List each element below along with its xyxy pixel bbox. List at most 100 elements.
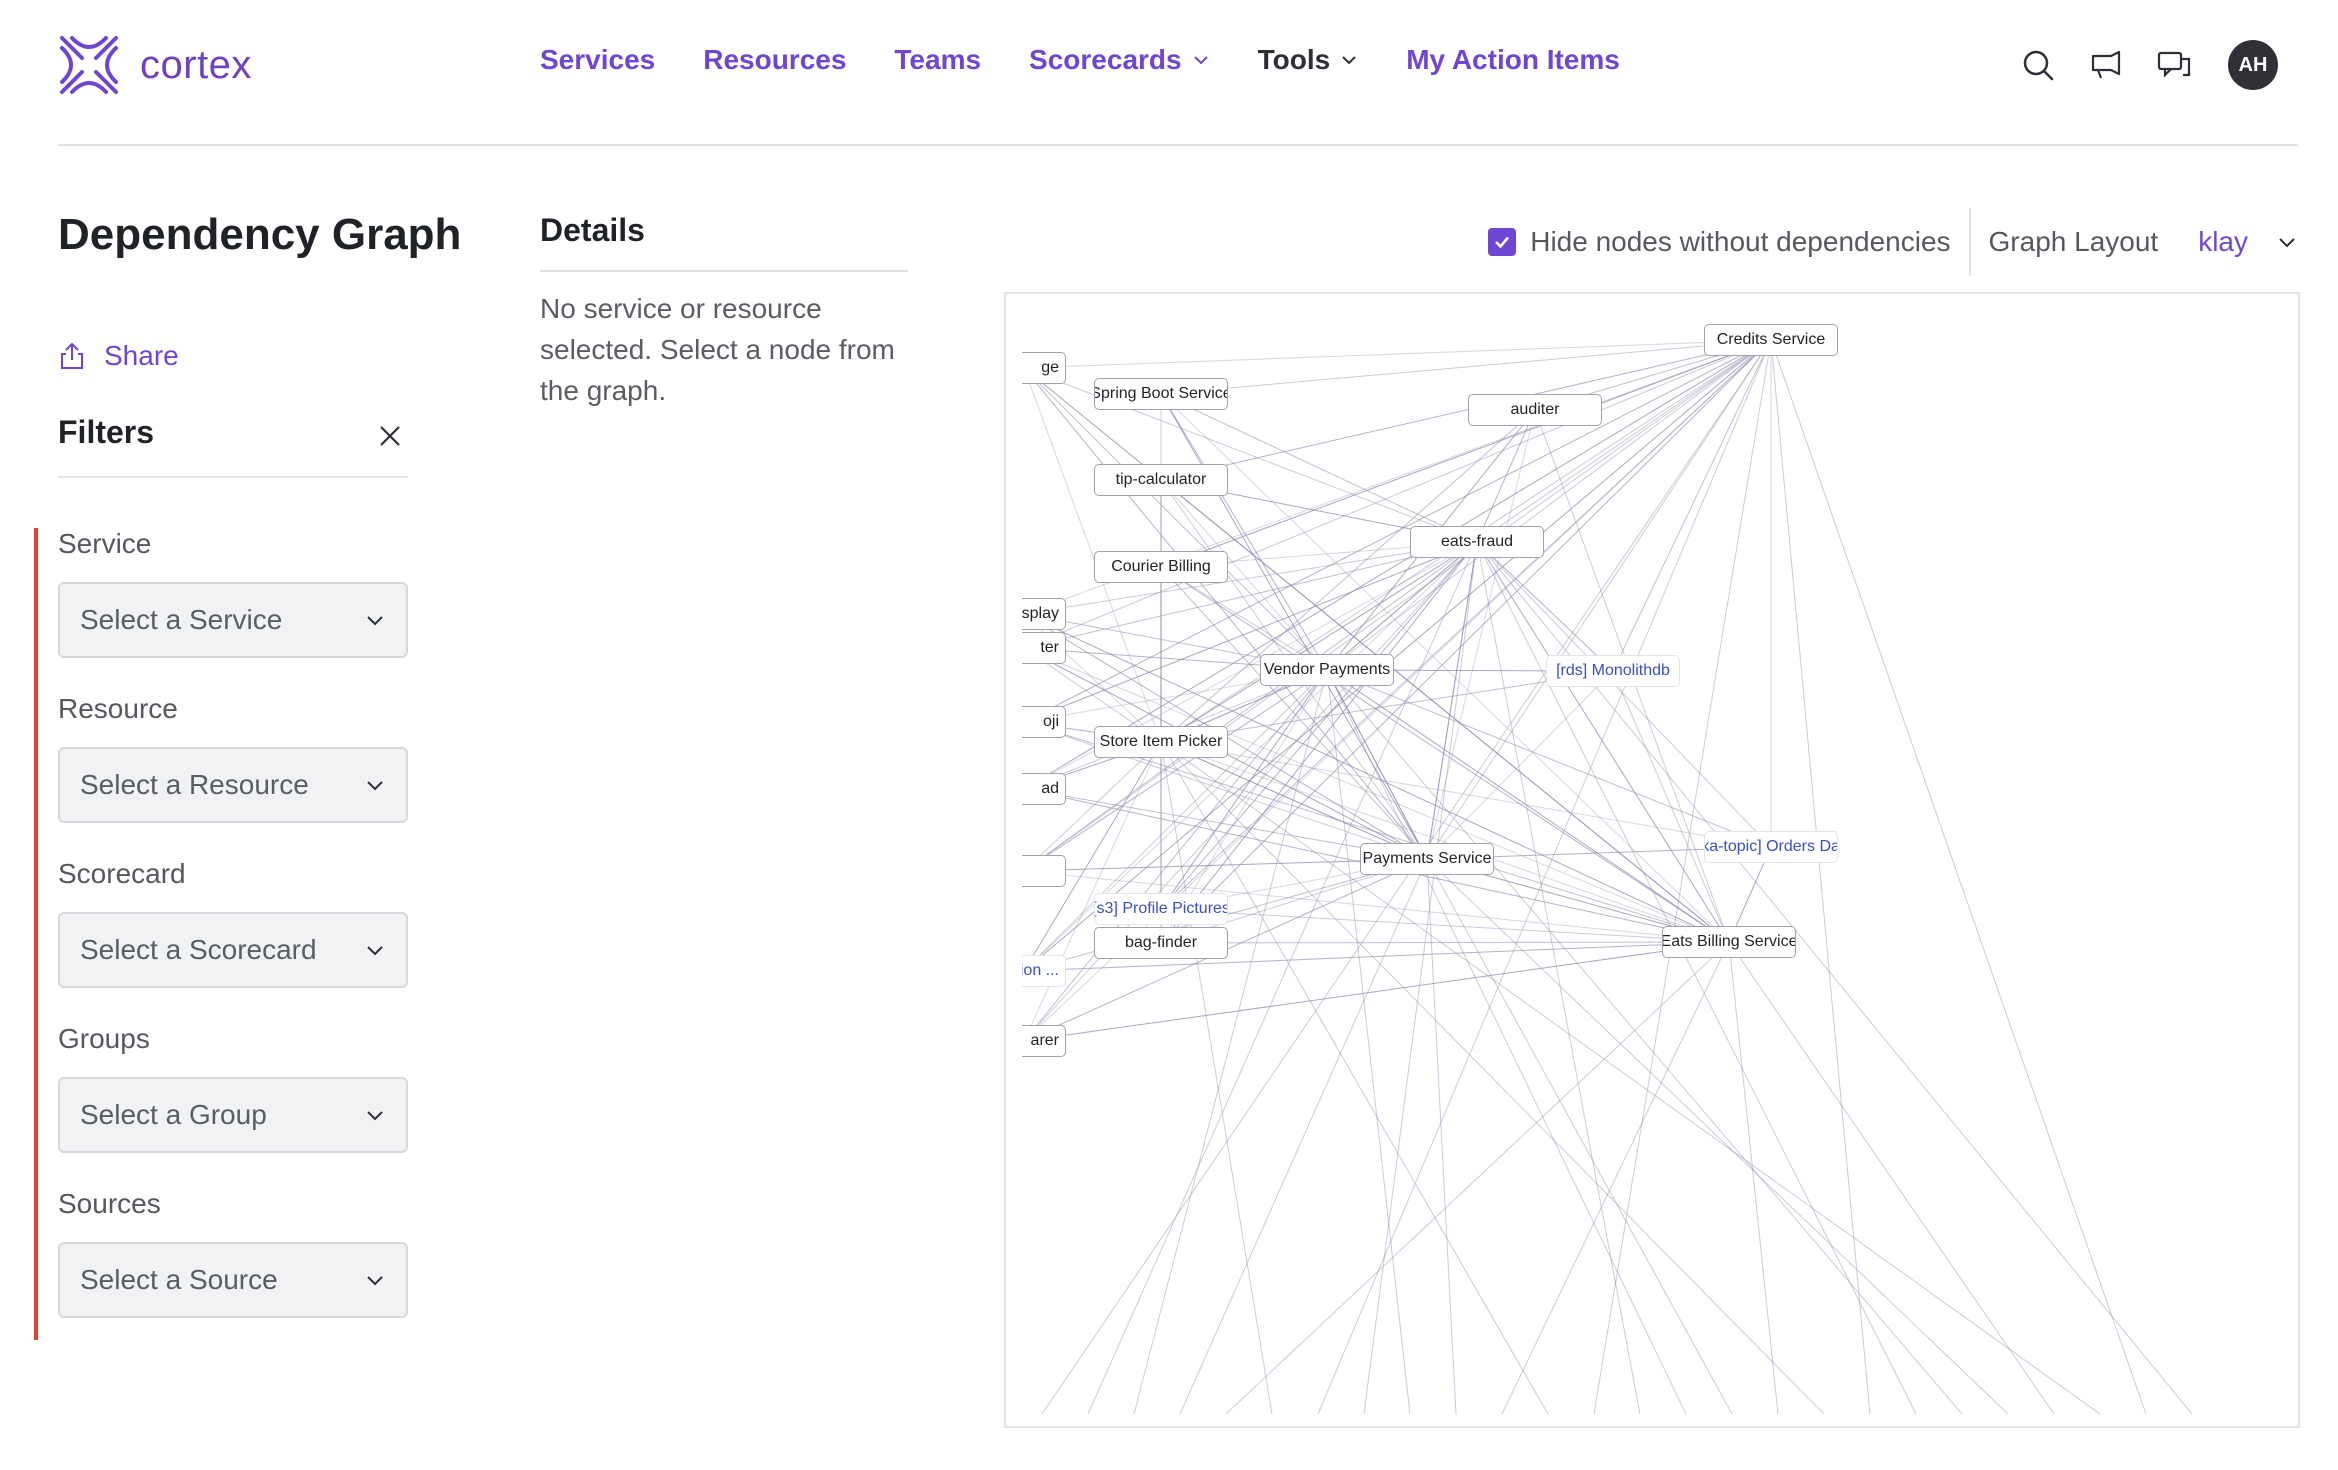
graph-node[interactable]: ter	[1022, 632, 1066, 664]
graph-node[interactable]: ad	[1022, 773, 1066, 805]
graph-edge	[1023, 541, 1478, 615]
graph-node[interactable]: Payments Service	[1360, 843, 1494, 875]
graph-edge	[1160, 339, 1772, 568]
graph-edge	[1160, 741, 2101, 1414]
cortex-logo[interactable]: cortex	[58, 34, 252, 96]
graph-edge	[1476, 339, 1772, 543]
main-nav: Services Resources Teams Scorecards Tool…	[540, 44, 1668, 76]
graph-node[interactable]: eats-fraud	[1410, 526, 1544, 558]
graph-node[interactable]: tip-calculator	[1094, 464, 1228, 496]
graph-edge	[1476, 541, 1614, 672]
details-divider	[540, 270, 908, 272]
graph-edge	[1133, 669, 1328, 1414]
nav-scorecards-label: Scorecards	[1029, 44, 1182, 75]
graph-edge	[1476, 541, 1772, 848]
graph-node[interactable]: [kafka-topic] Orders Data...	[1704, 831, 1838, 863]
graph-node[interactable]: luction ...	[1022, 955, 1066, 987]
graph-edge	[1160, 541, 1478, 743]
group-select[interactable]: Select a Group	[58, 1077, 408, 1153]
graph-edge	[1023, 741, 1162, 872]
graph-edge	[1160, 479, 1328, 671]
graph-edge	[1160, 541, 1478, 944]
dependency-graph-canvas[interactable]: ge Spring Boot Service Credits Service audi…	[1004, 292, 2300, 1428]
graph-edge	[1023, 858, 1428, 872]
graph-edge	[1160, 393, 1328, 671]
close-icon[interactable]	[376, 422, 404, 450]
graph-node[interactable]: [s3] Profile Pictures	[1094, 893, 1228, 925]
nav-my-action-items[interactable]: My Action Items	[1406, 44, 1620, 76]
graph-edge	[1023, 669, 1328, 972]
graph-node[interactable]: bag-finder	[1094, 927, 1228, 959]
graph-edge	[1770, 339, 1871, 1414]
chevron-down-icon[interactable]	[2276, 231, 2298, 253]
graph-edge	[1023, 339, 1772, 649]
graph-node[interactable]: splay	[1022, 598, 1066, 630]
nav-teams-label: Teams	[894, 44, 982, 75]
graph-edge	[1612, 670, 1730, 943]
avatar[interactable]: AH	[2228, 40, 2278, 90]
hide-nodes-label[interactable]: Hide nodes without dependencies	[1530, 226, 1951, 257]
chat-icon[interactable]	[2156, 47, 2192, 83]
search-icon[interactable]	[2020, 47, 2056, 83]
chevron-down-icon	[1342, 56, 1356, 65]
graph-node[interactable]: oji	[1022, 706, 1066, 738]
graph-edge	[1023, 741, 1162, 1042]
graph-node[interactable]: Credits Service	[1704, 324, 1838, 356]
graph-edge	[1326, 669, 1772, 848]
graph-node[interactable]: Vendor Payments	[1260, 654, 1394, 686]
graph-edge	[1326, 669, 1411, 1414]
service-select-value: Select a Service	[80, 604, 283, 635]
scorecard-select[interactable]: Select a Scorecard	[58, 912, 408, 988]
filter-groups-label: Groups	[58, 1023, 150, 1054]
service-select[interactable]: Select a Service	[58, 582, 408, 658]
graph-layout-select[interactable]: klay	[2198, 226, 2248, 257]
graph-node[interactable]: Eats Billing Service	[1662, 926, 1796, 958]
resource-select-value: Select a Resource	[80, 769, 309, 800]
graph-node[interactable]: ge	[1022, 352, 1066, 384]
graph-edge	[1023, 669, 1328, 1042]
graph-node[interactable]: Courier Billing	[1094, 551, 1228, 583]
nav-services[interactable]: Services	[540, 44, 655, 76]
graph-edge	[1160, 669, 1328, 910]
filters-header: Filters	[58, 414, 408, 478]
graph-edge	[1160, 409, 1536, 743]
nav-tools[interactable]: Tools	[1258, 44, 1359, 76]
nav-scorecards[interactable]: Scorecards	[1029, 44, 1210, 76]
hide-nodes-checkbox[interactable]	[1488, 228, 1517, 256]
graph-edge	[1023, 339, 1772, 972]
brand-name: cortex	[140, 42, 252, 87]
graph-edge	[1160, 741, 1549, 1414]
header-actions: AH	[1988, 40, 2278, 90]
page-title: Dependency Graph	[58, 210, 462, 259]
filter-resource: Resource Select a Resource	[58, 693, 408, 823]
graph-edge	[1426, 339, 1772, 860]
graph-edge	[1426, 541, 1478, 860]
graph-node[interactable]: Store Item Picker	[1094, 726, 1228, 758]
chevron-down-icon	[367, 1111, 383, 1121]
top-header: cortex Services Resources Teams Scorecar…	[0, 0, 2338, 146]
announcement-icon[interactable]	[2088, 47, 2124, 83]
nav-resources[interactable]: Resources	[703, 44, 846, 76]
graph-controls: Hide nodes without dependencies Graph La…	[1488, 208, 2298, 276]
filters-title: Filters	[58, 414, 155, 450]
graph-node[interactable]: auditer	[1468, 394, 1602, 426]
graph-edge	[1501, 941, 1730, 1414]
source-select[interactable]: Select a Source	[58, 1242, 408, 1318]
graph-edge	[1087, 541, 1478, 1414]
avatar-initials: AH	[2238, 53, 2268, 76]
nav-teams[interactable]: Teams	[894, 44, 981, 76]
graph-edge	[1363, 541, 1478, 1414]
share-button[interactable]: Share	[58, 340, 179, 372]
graph-edge	[1160, 541, 1478, 743]
filters-accent-bar	[34, 528, 38, 1340]
graph-edge	[1179, 858, 1428, 1414]
graph-node[interactable]: arer	[1022, 1025, 1066, 1057]
graph-edge	[1160, 908, 1730, 943]
graph-edge	[1023, 339, 1772, 790]
graph-edge	[1160, 941, 1730, 944]
graph-edge	[1160, 339, 1772, 395]
resource-select[interactable]: Select a Resource	[58, 747, 408, 823]
graph-node[interactable]: Spring Boot Service	[1094, 378, 1228, 410]
graph-node[interactable]	[1022, 855, 1066, 887]
graph-node[interactable]: [rds] Monolithdb	[1546, 655, 1680, 687]
